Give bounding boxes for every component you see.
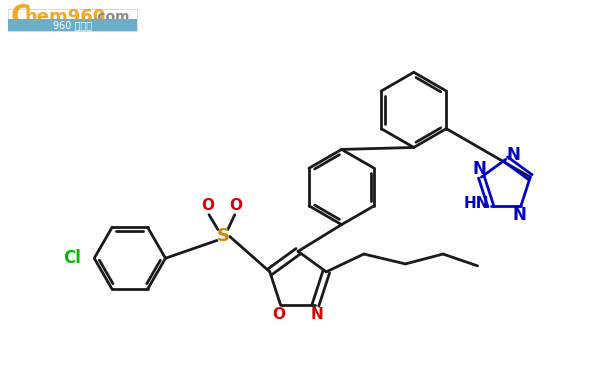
Text: O: O	[229, 198, 242, 213]
Text: .com: .com	[92, 10, 129, 24]
FancyBboxPatch shape	[8, 19, 137, 31]
Text: C: C	[10, 3, 30, 31]
Text: HN: HN	[464, 196, 489, 211]
Text: N: N	[512, 206, 526, 224]
FancyBboxPatch shape	[8, 9, 137, 31]
Text: N: N	[507, 146, 521, 164]
Text: 960 化工网: 960 化工网	[53, 20, 92, 30]
Text: S: S	[217, 228, 229, 246]
Text: N: N	[473, 160, 486, 178]
Text: hem960: hem960	[25, 8, 106, 26]
Text: N: N	[311, 308, 324, 322]
Text: O: O	[201, 198, 215, 213]
Text: Cl: Cl	[64, 249, 82, 267]
Text: O: O	[272, 308, 285, 322]
